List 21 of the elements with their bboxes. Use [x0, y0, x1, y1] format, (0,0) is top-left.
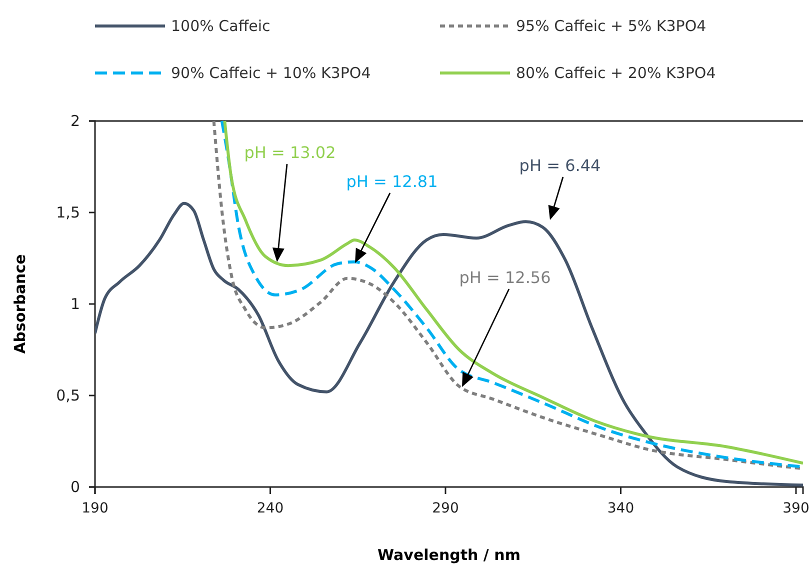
y-tick-label: 0,5 — [56, 386, 80, 404]
x-tick-label: 290 — [432, 500, 459, 516]
x-tick-label: 190 — [82, 500, 108, 516]
annotation: pH = 12.81 — [346, 172, 438, 191]
y-tick-label: 2 — [70, 112, 80, 130]
annotation: pH = 12.56 — [459, 268, 551, 287]
y-tick-label: 1 — [70, 294, 80, 313]
x-tick-label: 240 — [256, 500, 284, 516]
y-axis-title: Absorbance — [11, 254, 29, 354]
annotation: pH = 6.44 — [519, 156, 601, 175]
line-series — [95, 202, 803, 487]
x-axis-title: Wavelength / nm — [378, 546, 520, 564]
x-tick-label: 390 — [782, 500, 810, 516]
legend-label: 90% Caffeic + 10% K3PO4 — [171, 64, 371, 82]
x-tick-label: 340 — [607, 500, 634, 516]
annotation: pH = 13.02 — [244, 143, 336, 162]
legend-label: 100% Caffeic — [171, 17, 270, 35]
legend-label: 95% Caffeic + 5% K3PO4 — [516, 17, 706, 35]
y-tick-label: 0 — [70, 478, 80, 496]
legend-label: 80% Caffeic + 20% K3PO4 — [516, 64, 716, 82]
y-tick-label: 1,5 — [56, 203, 80, 222]
